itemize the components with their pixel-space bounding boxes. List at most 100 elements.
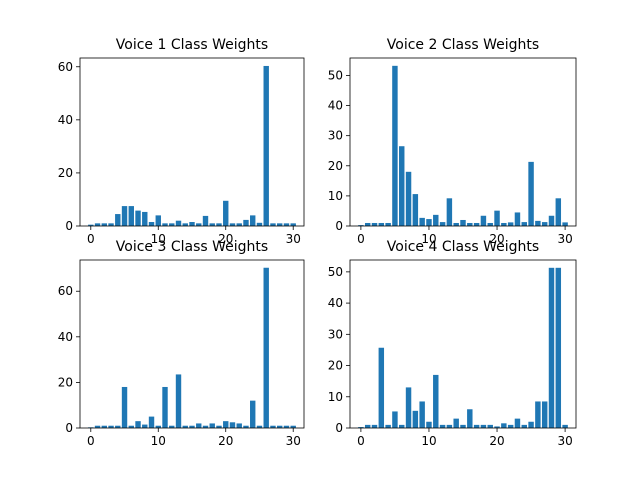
bar: [115, 214, 121, 226]
bar: [439, 424, 446, 428]
y-tick-label: 10: [328, 390, 343, 404]
bar: [148, 222, 155, 226]
bar: [142, 211, 148, 226]
chart-title: Voice 1 Class Weights: [116, 37, 268, 53]
bar: [88, 224, 94, 226]
bar: [202, 425, 209, 428]
bar: [101, 223, 107, 226]
bar: [433, 374, 439, 428]
bar: [94, 425, 101, 428]
bar: [426, 421, 432, 428]
bar: [358, 225, 364, 226]
subplot-3: 0 10 20 30 0 20 40 60 Voice 3 Class Weights: [58, 239, 305, 448]
bar: [128, 425, 134, 428]
bar: [182, 425, 188, 428]
bar: [290, 223, 296, 226]
bar: [528, 161, 534, 226]
bar: [507, 424, 514, 428]
bar: [94, 223, 101, 226]
y-tick-label: 0: [335, 219, 343, 233]
bar: [467, 409, 473, 428]
y-tick-label: 20: [58, 375, 73, 389]
y-tick-label: 60: [58, 60, 73, 74]
y-tick-label: 0: [65, 421, 73, 435]
x-tick-label: 10: [421, 232, 436, 246]
axes-frame: [349, 259, 577, 429]
axes-frame: [349, 57, 577, 227]
bar: [446, 198, 453, 226]
bar: [480, 424, 487, 428]
bar: [108, 425, 114, 428]
bar: [364, 222, 371, 226]
bar: [223, 200, 229, 226]
bar: [263, 65, 269, 227]
bar: [229, 223, 236, 226]
bar: [216, 425, 222, 428]
bar: [419, 217, 425, 226]
bar: [541, 222, 548, 226]
bar: [162, 223, 168, 226]
bar: [426, 219, 432, 226]
bar: [514, 418, 521, 428]
bar: [433, 214, 439, 226]
y-tick-label: 20: [328, 359, 343, 373]
bar: [528, 421, 534, 428]
y-tick-label: 0: [65, 219, 73, 233]
bar: [155, 425, 161, 428]
bar: [169, 223, 175, 226]
bar: [250, 215, 256, 226]
bar: [412, 410, 419, 428]
y-tick-label: 50: [328, 68, 343, 82]
bar: [196, 423, 202, 428]
bar: [487, 424, 493, 428]
chart-title: Voice 3 Class Weights: [116, 239, 268, 255]
bar: [108, 223, 114, 226]
x-tick-label: 0: [357, 232, 365, 246]
bar: [555, 198, 562, 226]
bar: [378, 347, 385, 428]
axes-frame: [79, 57, 305, 227]
bar: [378, 222, 385, 226]
bar: [250, 400, 256, 428]
bar: [142, 424, 148, 428]
bar: [541, 401, 548, 428]
bar: [460, 219, 466, 226]
bar: [135, 421, 141, 428]
bar: [202, 215, 209, 226]
x-tick-label: 20: [218, 434, 233, 448]
x-tick-label: 0: [87, 232, 95, 246]
bar: [216, 223, 222, 226]
bar: [155, 215, 161, 226]
bar: [521, 424, 527, 428]
y-tick-label: 30: [328, 327, 343, 341]
y-tick-label: 40: [58, 113, 73, 127]
bar: [507, 222, 514, 226]
bar: [548, 215, 555, 226]
bar: [405, 171, 412, 226]
x-tick-label: 10: [151, 434, 166, 448]
x-tick-label: 0: [87, 434, 95, 448]
bar: [494, 210, 500, 226]
bar: [243, 219, 249, 226]
axes-frame: [79, 259, 305, 429]
y-tick-label: 30: [328, 129, 343, 143]
bar: [385, 424, 391, 428]
subplot-1: 0 10 20 30 0 20 40 60 Voice 1 Class Weights: [58, 37, 305, 246]
bar: [196, 223, 202, 226]
bar: [169, 425, 175, 428]
x-tick-label: 30: [286, 232, 301, 246]
bar: [256, 222, 263, 226]
y-tick-label: 50: [328, 265, 343, 279]
subplot-4: 0 10 20 30 0 10 20 30 40 50 Voice 4 Class Weights: [328, 239, 577, 448]
bar: [175, 220, 182, 226]
bar: [453, 418, 459, 428]
bar: [501, 222, 507, 226]
bar: [399, 146, 405, 226]
bar: [446, 424, 453, 428]
bar: [236, 423, 242, 428]
subplot-2: 0 10 20 30 0 10 20 30 40 50 Voice 2 Class Weights: [328, 37, 577, 246]
bar: [371, 222, 378, 226]
bar: [121, 386, 128, 428]
bar: [460, 424, 466, 428]
